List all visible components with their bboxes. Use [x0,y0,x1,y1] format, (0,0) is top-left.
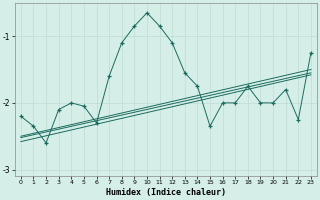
X-axis label: Humidex (Indice chaleur): Humidex (Indice chaleur) [106,188,226,197]
